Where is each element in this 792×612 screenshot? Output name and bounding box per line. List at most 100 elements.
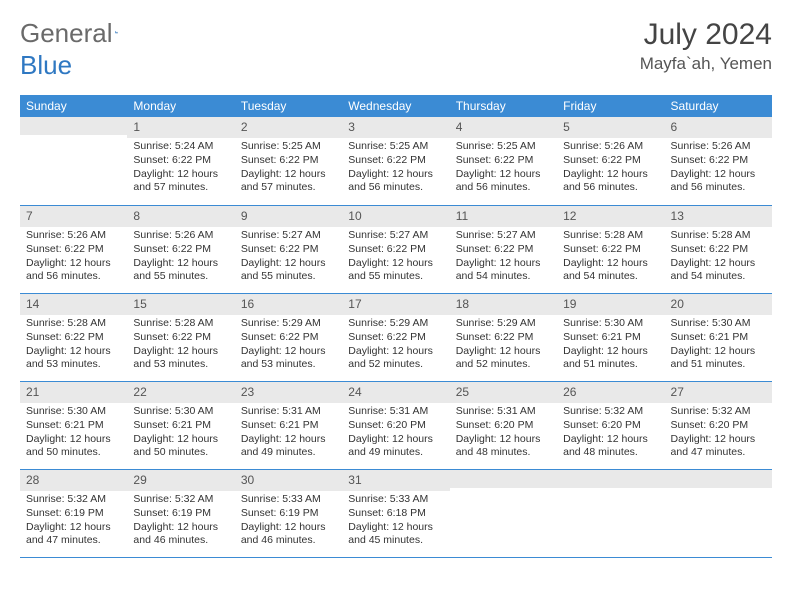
daylight-line: Daylight: 12 hours and 50 minutes. (26, 433, 121, 459)
day-number: 23 (235, 382, 342, 403)
day-number: 31 (342, 470, 449, 491)
sunset-line: Sunset: 6:22 PM (26, 331, 121, 344)
calendar-cell-empty (20, 117, 127, 205)
day-number: 11 (450, 206, 557, 227)
sunset-line: Sunset: 6:22 PM (133, 331, 228, 344)
calendar-cell: 1Sunrise: 5:24 AMSunset: 6:22 PMDaylight… (127, 117, 234, 205)
sunset-line: Sunset: 6:22 PM (26, 243, 121, 256)
sunset-line: Sunset: 6:19 PM (26, 507, 121, 520)
daylight-line: Daylight: 12 hours and 54 minutes. (671, 257, 766, 283)
sunrise-line: Sunrise: 5:26 AM (671, 140, 766, 153)
daylight-line: Daylight: 12 hours and 51 minutes. (671, 345, 766, 371)
daylight-line: Daylight: 12 hours and 52 minutes. (456, 345, 551, 371)
day-number: 6 (665, 117, 772, 138)
day-details: Sunrise: 5:25 AMSunset: 6:22 PMDaylight:… (342, 138, 449, 202)
day-details: Sunrise: 5:29 AMSunset: 6:22 PMDaylight:… (342, 315, 449, 379)
day-details: Sunrise: 5:32 AMSunset: 6:20 PMDaylight:… (665, 403, 772, 467)
daylight-line: Daylight: 12 hours and 55 minutes. (241, 257, 336, 283)
calendar-cell: 7Sunrise: 5:26 AMSunset: 6:22 PMDaylight… (20, 205, 127, 293)
day-number: 10 (342, 206, 449, 227)
day-number: 22 (127, 382, 234, 403)
day-number: 28 (20, 470, 127, 491)
calendar-cell: 27Sunrise: 5:32 AMSunset: 6:20 PMDayligh… (665, 381, 772, 469)
day-number (450, 470, 557, 488)
sunrise-line: Sunrise: 5:30 AM (133, 405, 228, 418)
calendar-cell: 10Sunrise: 5:27 AMSunset: 6:22 PMDayligh… (342, 205, 449, 293)
day-number: 20 (665, 294, 772, 315)
day-details: Sunrise: 5:26 AMSunset: 6:22 PMDaylight:… (557, 138, 664, 202)
sunrise-line: Sunrise: 5:30 AM (26, 405, 121, 418)
day-details: Sunrise: 5:29 AMSunset: 6:22 PMDaylight:… (450, 315, 557, 379)
sunset-line: Sunset: 6:22 PM (456, 331, 551, 344)
daylight-line: Daylight: 12 hours and 56 minutes. (563, 168, 658, 194)
daylight-line: Daylight: 12 hours and 55 minutes. (348, 257, 443, 283)
title-block: July 2024 Mayfa`ah, Yemen (640, 18, 772, 74)
sunset-line: Sunset: 6:22 PM (563, 154, 658, 167)
calendar-cell: 5Sunrise: 5:26 AMSunset: 6:22 PMDaylight… (557, 117, 664, 205)
sunrise-line: Sunrise: 5:26 AM (26, 229, 121, 242)
calendar-cell: 11Sunrise: 5:27 AMSunset: 6:22 PMDayligh… (450, 205, 557, 293)
brand-part1: General (20, 18, 113, 49)
day-number: 27 (665, 382, 772, 403)
day-number: 12 (557, 206, 664, 227)
calendar-cell: 19Sunrise: 5:30 AMSunset: 6:21 PMDayligh… (557, 293, 664, 381)
daylight-line: Daylight: 12 hours and 47 minutes. (671, 433, 766, 459)
sunrise-line: Sunrise: 5:24 AM (133, 140, 228, 153)
day-details: Sunrise: 5:28 AMSunset: 6:22 PMDaylight:… (557, 227, 664, 291)
day-details: Sunrise: 5:33 AMSunset: 6:19 PMDaylight:… (235, 491, 342, 555)
day-details: Sunrise: 5:30 AMSunset: 6:21 PMDaylight:… (557, 315, 664, 379)
daylight-line: Daylight: 12 hours and 54 minutes. (563, 257, 658, 283)
calendar-cell: 15Sunrise: 5:28 AMSunset: 6:22 PMDayligh… (127, 293, 234, 381)
sunrise-line: Sunrise: 5:25 AM (456, 140, 551, 153)
location-label: Mayfa`ah, Yemen (640, 54, 772, 74)
day-details: Sunrise: 5:26 AMSunset: 6:22 PMDaylight:… (665, 138, 772, 202)
sunrise-line: Sunrise: 5:29 AM (241, 317, 336, 330)
sunrise-line: Sunrise: 5:32 AM (133, 493, 228, 506)
daylight-line: Daylight: 12 hours and 52 minutes. (348, 345, 443, 371)
calendar-cell: 16Sunrise: 5:29 AMSunset: 6:22 PMDayligh… (235, 293, 342, 381)
day-details: Sunrise: 5:32 AMSunset: 6:20 PMDaylight:… (557, 403, 664, 467)
daylight-line: Daylight: 12 hours and 57 minutes. (241, 168, 336, 194)
calendar-cell: 4Sunrise: 5:25 AMSunset: 6:22 PMDaylight… (450, 117, 557, 205)
sunrise-line: Sunrise: 5:28 AM (133, 317, 228, 330)
sunset-line: Sunset: 6:22 PM (348, 243, 443, 256)
calendar-cell: 18Sunrise: 5:29 AMSunset: 6:22 PMDayligh… (450, 293, 557, 381)
daylight-line: Daylight: 12 hours and 54 minutes. (456, 257, 551, 283)
weekday-header: Wednesday (342, 95, 449, 117)
sunset-line: Sunset: 6:22 PM (241, 243, 336, 256)
day-number: 9 (235, 206, 342, 227)
sunrise-line: Sunrise: 5:28 AM (26, 317, 121, 330)
day-details: Sunrise: 5:28 AMSunset: 6:22 PMDaylight:… (665, 227, 772, 291)
day-number: 26 (557, 382, 664, 403)
day-number: 2 (235, 117, 342, 138)
weekday-header: Friday (557, 95, 664, 117)
day-number: 19 (557, 294, 664, 315)
calendar-cell: 13Sunrise: 5:28 AMSunset: 6:22 PMDayligh… (665, 205, 772, 293)
calendar-cell: 14Sunrise: 5:28 AMSunset: 6:22 PMDayligh… (20, 293, 127, 381)
daylight-line: Daylight: 12 hours and 53 minutes. (26, 345, 121, 371)
day-details: Sunrise: 5:30 AMSunset: 6:21 PMDaylight:… (20, 403, 127, 467)
sunrise-line: Sunrise: 5:26 AM (563, 140, 658, 153)
sunset-line: Sunset: 6:22 PM (241, 154, 336, 167)
day-number: 15 (127, 294, 234, 315)
sunrise-line: Sunrise: 5:33 AM (348, 493, 443, 506)
day-number: 13 (665, 206, 772, 227)
daylight-line: Daylight: 12 hours and 46 minutes. (241, 521, 336, 547)
calendar-cell: 3Sunrise: 5:25 AMSunset: 6:22 PMDaylight… (342, 117, 449, 205)
daylight-line: Daylight: 12 hours and 50 minutes. (133, 433, 228, 459)
sunrise-line: Sunrise: 5:26 AM (133, 229, 228, 242)
calendar-cell: 9Sunrise: 5:27 AMSunset: 6:22 PMDaylight… (235, 205, 342, 293)
day-details: Sunrise: 5:28 AMSunset: 6:22 PMDaylight:… (127, 315, 234, 379)
daylight-line: Daylight: 12 hours and 45 minutes. (348, 521, 443, 547)
calendar-cell: 25Sunrise: 5:31 AMSunset: 6:20 PMDayligh… (450, 381, 557, 469)
weekday-header: Thursday (450, 95, 557, 117)
day-number: 1 (127, 117, 234, 138)
day-number: 29 (127, 470, 234, 491)
daylight-line: Daylight: 12 hours and 56 minutes. (348, 168, 443, 194)
sunset-line: Sunset: 6:20 PM (563, 419, 658, 432)
calendar-cell: 24Sunrise: 5:31 AMSunset: 6:20 PMDayligh… (342, 381, 449, 469)
calendar-cell: 23Sunrise: 5:31 AMSunset: 6:21 PMDayligh… (235, 381, 342, 469)
day-number: 3 (342, 117, 449, 138)
calendar-row: 7Sunrise: 5:26 AMSunset: 6:22 PMDaylight… (20, 205, 772, 293)
calendar-cell: 28Sunrise: 5:32 AMSunset: 6:19 PMDayligh… (20, 469, 127, 557)
